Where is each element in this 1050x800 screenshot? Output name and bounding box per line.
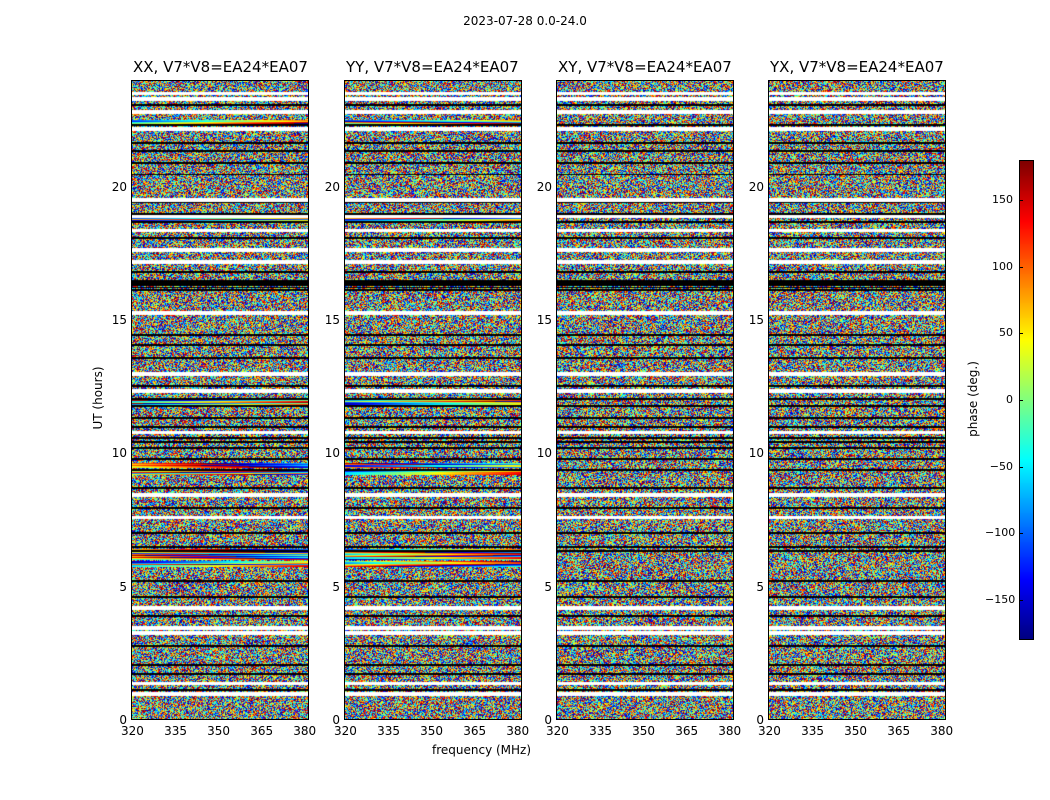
heatmap-pixels — [769, 81, 945, 719]
colorbar-tick-label: −150 — [985, 593, 1016, 606]
y-tick-label: 20 — [111, 179, 127, 194]
y-tick-label: 10 — [324, 446, 340, 461]
panel-title: XX, V7*V8=EA24*EA07 — [133, 58, 308, 76]
heatmap-panel-xx — [131, 80, 309, 720]
colorbar-gradient — [1020, 161, 1033, 639]
heatmap-pixels — [132, 81, 308, 719]
panel-title: YY, V7*V8=EA24*EA07 — [346, 58, 519, 76]
x-tick-label: 350 — [632, 724, 656, 738]
x-tick-label: 320 — [121, 724, 144, 738]
colorbar-label: phase (deg.) — [966, 361, 980, 437]
y-tick-label: 20 — [324, 179, 340, 194]
x-tick-label: 320 — [758, 724, 781, 738]
colorbar-tick-label: 50 — [999, 326, 1013, 340]
heatmap-pixels — [557, 81, 733, 719]
x-tick-label: 380 — [506, 724, 530, 738]
x-tick-label: 335 — [377, 724, 400, 738]
colorbar-tick-label: −50 — [989, 459, 1013, 473]
y-tick-label: 10 — [536, 446, 552, 461]
heatmap-panel-yy — [344, 80, 522, 720]
figure-suptitle: 2023-07-28 0.0-24.0 — [463, 14, 587, 28]
y-tick-label: 5 — [756, 579, 764, 594]
heatmap-panel-yx — [768, 80, 946, 720]
x-tick-label: 320 — [334, 724, 357, 738]
colorbar-tick-mark — [1019, 333, 1023, 335]
colorbar-tick-mark — [1019, 266, 1023, 268]
y-axis-label: UT (hours) — [91, 366, 105, 430]
colorbar-tick-label: 100 — [992, 259, 1013, 273]
heatmap-pixels — [345, 81, 521, 719]
heatmap-panel-xy — [556, 80, 734, 720]
x-tick-label: 350 — [844, 724, 868, 738]
y-tick-label: 5 — [119, 579, 127, 594]
panel-title: XY, V7*V8=EA24*EA07 — [558, 58, 732, 76]
colorbar-tick-mark — [1019, 400, 1023, 401]
colorbar-tick-mark — [1019, 200, 1023, 201]
colorbar-tick-label: 0 — [1006, 393, 1013, 406]
x-tick-label: 365 — [250, 724, 274, 738]
y-tick-label: 15 — [748, 313, 764, 327]
y-tick-label: 20 — [536, 179, 552, 194]
panel-title: YX, V7*V8=EA24*EA07 — [770, 58, 944, 76]
x-tick-label: 335 — [164, 724, 187, 738]
colorbar-tick-label: 150 — [992, 193, 1013, 206]
y-tick-label: 0 — [756, 713, 764, 727]
x-axis-label: frequency (MHz) — [432, 743, 532, 757]
y-tick-label: 15 — [111, 313, 127, 327]
x-tick-label: 365 — [463, 724, 487, 738]
x-tick-label: 320 — [546, 724, 569, 738]
y-tick-label: 5 — [544, 579, 552, 594]
colorbar-tick-mark — [1019, 600, 1023, 601]
x-tick-label: 350 — [420, 724, 444, 738]
x-tick-label: 380 — [718, 724, 742, 738]
y-tick-label: 10 — [748, 446, 764, 461]
colorbar-tick-mark — [1019, 466, 1023, 468]
y-tick-label: 15 — [324, 313, 340, 327]
x-tick-label: 380 — [293, 724, 317, 738]
y-tick-label: 10 — [111, 446, 127, 461]
y-tick-label: 20 — [748, 179, 764, 194]
x-tick-label: 380 — [930, 724, 954, 738]
x-tick-label: 335 — [589, 724, 612, 738]
y-tick-label: 0 — [332, 713, 340, 727]
y-tick-label: 0 — [119, 713, 127, 727]
y-tick-label: 5 — [332, 579, 340, 594]
colorbar-tick-mark — [1019, 533, 1023, 535]
x-tick-label: 365 — [675, 724, 699, 738]
colorbar-tick-label: −100 — [985, 526, 1016, 540]
x-tick-label: 350 — [207, 724, 231, 738]
y-tick-label: 0 — [544, 713, 552, 727]
y-tick-label: 15 — [536, 313, 552, 327]
x-tick-label: 335 — [801, 724, 824, 738]
x-tick-label: 365 — [887, 724, 911, 738]
